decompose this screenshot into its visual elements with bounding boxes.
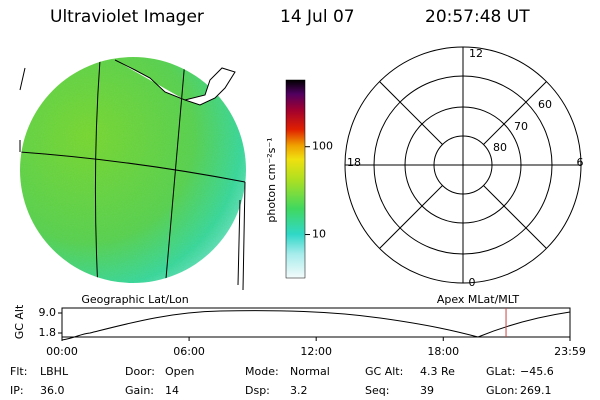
mlt-label: 6 [577, 156, 584, 169]
mlt-label: 18 [347, 156, 361, 169]
x-tick-label: 00:00 [46, 345, 78, 358]
field-label: GLon: [486, 384, 518, 397]
field-label: Door: [125, 365, 155, 378]
field-value: 3.2 [290, 384, 308, 397]
field-label: Flt: [10, 365, 27, 378]
x-tick-label: 18:00 [427, 345, 459, 358]
y-axis-label: GC Alt [13, 304, 26, 339]
field-value: Normal [290, 365, 330, 378]
x-tick-label: 23:59 [554, 345, 586, 358]
field-value: 36.0 [40, 384, 65, 397]
field-value: 269.1 [520, 384, 552, 397]
field-value: 39 [420, 384, 434, 397]
field-label: GLat: [486, 365, 515, 378]
polar-grid [344, 46, 582, 284]
field-value: Open [165, 365, 194, 378]
lat-label: 80 [493, 141, 507, 154]
field-label: Mode: [245, 365, 279, 378]
field-label: Dsp: [245, 384, 270, 397]
colorbar-tick-label: 100 [312, 140, 333, 153]
earth-image: Geographic Lat/Lon [19, 57, 246, 306]
field-label: Seq: [365, 384, 389, 397]
footer: Flt: LBHL Door: Open Mode: Normal GC Alt: 4.3 R… [10, 365, 554, 397]
field-label: IP: [10, 384, 24, 397]
colorbar: photon cm⁻²s⁻¹ 10 100 [265, 79, 333, 279]
colorbar-label: photon cm⁻²s⁻¹ [265, 137, 278, 222]
y-tick-label: 9.0 [39, 306, 57, 319]
x-tick-label: 06:00 [173, 345, 205, 358]
y-tick-label: 1.8 [39, 326, 57, 339]
altitude-curve [61, 310, 571, 341]
lat-label: 60 [538, 98, 552, 111]
field-label: Gain: [125, 384, 154, 397]
x-tick-label: 12:00 [300, 345, 332, 358]
polar-label: Apex MLat/MLT [437, 293, 520, 306]
field-value: LBHL [40, 365, 69, 378]
lat-label: 70 [514, 120, 528, 133]
title: Ultraviolet Imager [50, 7, 204, 27]
mlt-label: 0 [469, 276, 476, 289]
field-value: −45.6 [520, 365, 554, 378]
field-label: GC Alt: [365, 365, 403, 378]
polar-labels: 12 18 6 0 80 70 60 Apex MLat/MLT [347, 47, 584, 306]
colorbar-tick-label: 10 [312, 228, 326, 241]
image-label: Geographic Lat/Lon [81, 293, 188, 306]
field-value: 4.3 Re [420, 365, 455, 378]
altitude-panel: GC Alt 1.8 9.0 00:00 06:00 12:00 18:00 23:59 [13, 304, 586, 358]
date: 14 Jul 07 [280, 7, 355, 27]
time: 20:57:48 UT [425, 7, 530, 27]
mlt-label: 12 [469, 47, 483, 60]
field-value: 14 [165, 384, 179, 397]
